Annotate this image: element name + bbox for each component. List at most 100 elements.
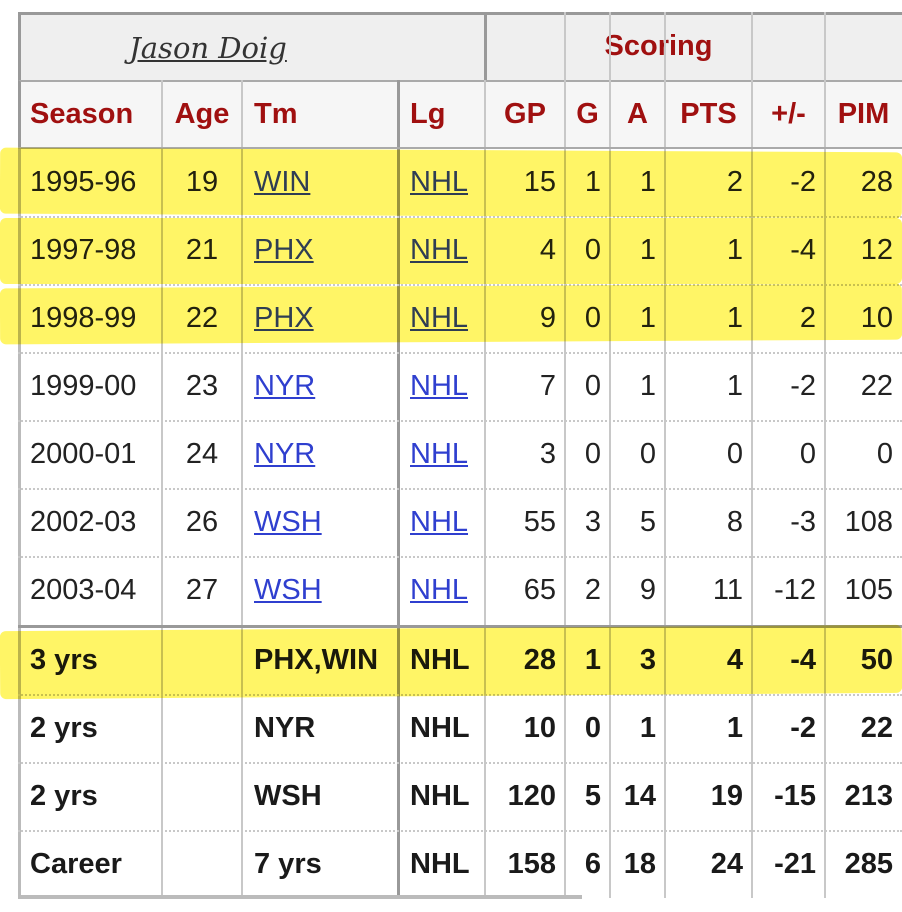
table-cell: 1: [726, 370, 743, 402]
grid-line: [609, 12, 611, 898]
table-cell: 65: [523, 574, 556, 606]
table-cell: 24: [185, 438, 219, 470]
group-header: Scoring: [604, 30, 713, 62]
summary-cell: 1: [639, 712, 656, 744]
table-cell: 3: [539, 438, 556, 470]
column-header: Lg: [410, 98, 446, 130]
row-divider: [18, 420, 902, 422]
table-cell: 0: [876, 438, 893, 470]
grid-line: [564, 12, 566, 898]
grid-line: [751, 12, 753, 898]
summary-cell: NYR: [254, 712, 316, 744]
summary-cell: 158: [507, 848, 556, 880]
table-cell: 9: [639, 574, 656, 606]
summary-cell: -21: [774, 848, 816, 880]
table-cell: 2: [584, 574, 601, 606]
table-cell: WSH: [254, 574, 322, 606]
table-cell: 5: [639, 506, 656, 538]
summary-cell: 6: [584, 848, 601, 880]
summary-cell: WSH: [254, 780, 322, 812]
summary-cell: 18: [623, 848, 656, 880]
summary-cell: 1: [726, 712, 743, 744]
row-divider: [18, 895, 582, 899]
table-cell: NHL: [410, 506, 469, 538]
grid-line: [484, 12, 487, 80]
table-cell: 0: [799, 438, 816, 470]
table-cell: 108: [844, 506, 893, 538]
table-cell: NYR: [254, 438, 316, 470]
summary-cell: NHL: [410, 712, 470, 744]
summary-cell: 10: [523, 712, 556, 744]
row-divider: [18, 625, 902, 628]
column-header: A: [627, 98, 648, 130]
summary-cell: 0: [584, 712, 601, 744]
summary-cell: 285: [844, 848, 893, 880]
column-header: +/-: [771, 98, 806, 130]
table-cell: NHL: [410, 370, 469, 402]
highlight: [0, 624, 902, 700]
grid-line: [484, 12, 486, 898]
summary-cell: 2 yrs: [30, 780, 98, 812]
table-cell: NHL: [410, 438, 469, 470]
player-name: Jason Doig: [129, 31, 287, 65]
column-header: PIM: [837, 98, 890, 130]
table-cell: 7: [539, 370, 556, 402]
table-cell: WSH: [254, 506, 322, 538]
summary-cell: 120: [507, 780, 556, 812]
table-cell: 2003-04: [30, 574, 137, 606]
row-divider: [18, 488, 902, 490]
table-cell: 0: [584, 438, 601, 470]
table-cell: 11: [712, 574, 743, 606]
column-header: PTS: [680, 98, 737, 130]
table-cell: 2000-01: [30, 438, 137, 470]
table-cell: 3: [584, 506, 601, 538]
summary-cell: NHL: [410, 780, 470, 812]
table-cell: NHL: [410, 574, 469, 606]
summary-cell: -2: [790, 712, 816, 744]
summary-cell: -15: [774, 780, 816, 812]
table-cell: 2002-03: [30, 506, 137, 538]
summary-cell: NHL: [410, 848, 470, 880]
summary-cell: Career: [30, 848, 122, 880]
row-divider: [18, 352, 902, 354]
highlight: [0, 147, 902, 219]
highlight: [0, 218, 902, 284]
table-cell: 105: [844, 574, 893, 606]
grid-line: [824, 12, 826, 898]
column-header: GP: [504, 98, 546, 130]
summary-cell: 2 yrs: [30, 712, 98, 744]
table-cell: 0: [639, 438, 656, 470]
summary-cell: 24: [710, 848, 743, 880]
row-divider: [18, 147, 902, 149]
table-cell: 0: [584, 370, 601, 402]
column-header: Tm: [254, 98, 298, 130]
table-cell: 22: [860, 370, 893, 402]
column-header: Season: [30, 98, 134, 130]
grid-line: [664, 12, 666, 898]
table-cell: -3: [790, 506, 816, 538]
summary-cell: 213: [844, 780, 893, 812]
table-cell: 23: [185, 370, 219, 402]
table-cell: 26: [185, 506, 219, 538]
table-cell: NYR: [254, 370, 316, 402]
summary-cell: 5: [584, 780, 601, 812]
table-cell: 55: [523, 506, 556, 538]
table-cell: 8: [726, 506, 743, 538]
row-divider: [18, 830, 902, 832]
header-band: [18, 12, 902, 80]
highlight: [0, 283, 902, 345]
summary-cell: 7 yrs: [254, 848, 322, 880]
table-cell: 1999-00: [30, 370, 137, 402]
row-divider: [18, 556, 902, 558]
row-divider: [18, 216, 902, 218]
grid-line: [18, 148, 21, 898]
summary-cell: 14: [623, 780, 656, 812]
row-divider: [18, 762, 902, 764]
table-cell: -2: [790, 370, 816, 402]
table-cell: -12: [774, 574, 816, 606]
summary-cell: 19: [710, 780, 743, 812]
column-header: Age: [174, 98, 230, 130]
summary-cell: 22: [860, 712, 893, 744]
